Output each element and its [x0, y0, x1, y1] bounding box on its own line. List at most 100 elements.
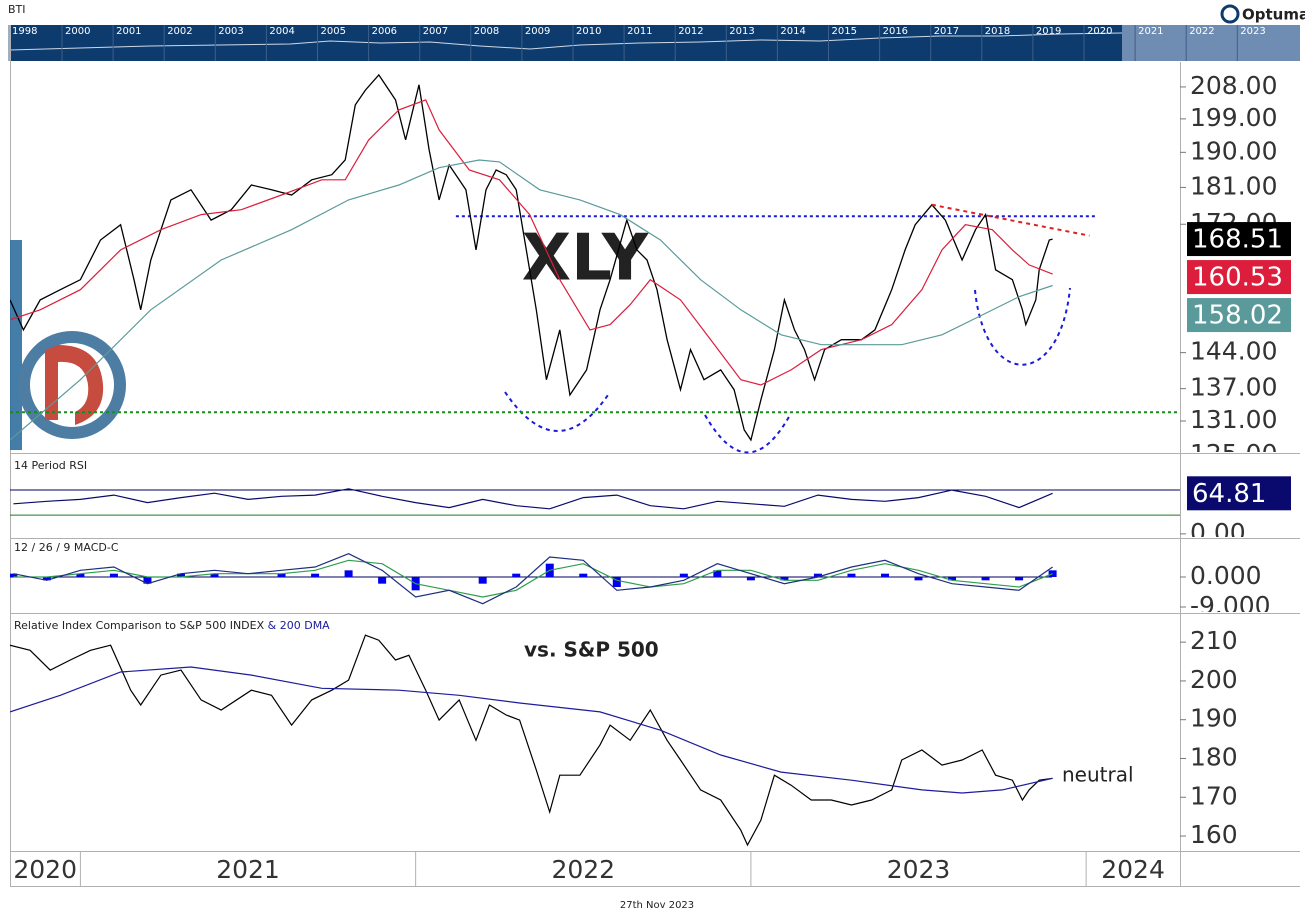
relative-title: Relative Index Comparison to S&P 500 IND…: [14, 619, 330, 632]
timeline-year: 2023: [1240, 26, 1265, 37]
timeline-year: 2008: [474, 26, 499, 37]
y-tick-label: 170: [1190, 781, 1238, 810]
value-box-label: 158.02: [1192, 301, 1283, 331]
timeline-year: 2005: [321, 26, 346, 37]
timeline-year: 2000: [65, 26, 90, 37]
plot-area: [10, 553, 1057, 605]
timeline-year: 2003: [218, 26, 243, 37]
histogram-bar: [42, 577, 51, 581]
trend-line: [931, 203, 1090, 237]
y-tick-label: 131.00: [1190, 405, 1277, 434]
histogram-bar: [76, 573, 85, 577]
histogram-bar: [378, 577, 387, 584]
histogram-bar: [109, 573, 118, 577]
value-box: [1187, 298, 1291, 333]
timeline-year: 2017: [934, 26, 959, 37]
watermark-title: XLY: [522, 222, 649, 296]
timeline-year: 2016: [883, 26, 908, 37]
x-tick-label: 2021: [216, 855, 280, 884]
plot-area: [10, 488, 1180, 516]
series-line: [13, 553, 1053, 605]
histogram-bar: [277, 573, 286, 577]
timeline-year: 2010: [576, 26, 601, 37]
y-axis: 0.00: [1180, 518, 1246, 537]
timeline-year: 1998: [12, 26, 37, 37]
timeline-year: 2018: [985, 26, 1010, 37]
timeline-year: 2013: [729, 26, 754, 37]
histogram-bar: [612, 577, 621, 587]
timeline-year: 2022: [1189, 26, 1214, 37]
y-tick-label: 200: [1190, 665, 1238, 694]
histogram-bar: [311, 573, 320, 577]
timeline-year: 2001: [116, 26, 141, 37]
footer-date: 27th Nov 2023: [620, 900, 694, 911]
y-tick-label: 180: [1190, 742, 1238, 771]
y-tick-label: 190.00: [1190, 136, 1277, 165]
timeline-navigator: 1998 2000 2001 2002 2003 2004 2005 2006 2007 2008…: [8, 25, 1300, 61]
histogram-bar: [10, 573, 18, 577]
histogram-bar: [847, 573, 856, 577]
timeline-year: 2014: [780, 26, 805, 37]
series-line: [10, 634, 1053, 847]
histogram-bar: [948, 577, 957, 581]
timeline-year: 2009: [525, 26, 550, 37]
series-line: [13, 559, 1053, 598]
value-box: [1187, 222, 1291, 257]
x-tick-label: 2020: [13, 855, 77, 884]
series-line: [10, 159, 1053, 441]
histogram-bar: [914, 577, 923, 581]
value-box-label: 160.53: [1192, 263, 1283, 293]
timeline-year: 2011: [627, 26, 652, 37]
panel-frames: [10, 25, 1300, 887]
x-tick-label: 2023: [887, 855, 951, 884]
y-tick-label: 199.00: [1190, 103, 1277, 132]
y-tick-label: 125.00: [1190, 439, 1277, 468]
histogram-bar: [512, 573, 521, 577]
histogram-bar: [344, 570, 353, 577]
y-tick-label: 208.00: [1190, 71, 1277, 100]
plot-area: [10, 73, 1180, 442]
histogram-bar: [1048, 570, 1057, 577]
histogram-bar: [713, 570, 722, 577]
timeline-year: 2021: [1138, 26, 1163, 37]
histogram-bar: [981, 577, 990, 581]
y-tick-label: 137.00: [1190, 373, 1277, 402]
x-tick-label: 2024: [1101, 855, 1165, 884]
histogram-bar: [143, 577, 152, 584]
timeline-year: 2012: [678, 26, 703, 37]
timeline-year: 2004: [269, 26, 294, 37]
series-line: [10, 666, 1053, 794]
y-tick-label: 210: [1190, 626, 1238, 655]
rsi-title: 14 Period RSI: [14, 459, 87, 472]
value-box-label: 64.81: [1192, 479, 1266, 509]
value-box: [1187, 476, 1291, 511]
series-line: [10, 99, 1053, 386]
series-line: [10, 73, 1053, 442]
x-tick-label: 2022: [551, 855, 615, 884]
timeline-year: 2015: [832, 26, 857, 37]
histogram-bar: [478, 577, 487, 584]
histogram-bar: [210, 573, 219, 577]
cup-annotations: [504, 287, 1071, 454]
brand: Optuma: [1242, 6, 1305, 24]
timeline-year: 2006: [372, 26, 397, 37]
y-tick-label: -9.000: [1190, 591, 1271, 620]
annotation: neutral: [1062, 763, 1134, 787]
histogram-bar: [679, 573, 688, 577]
histogram-bar: [579, 573, 588, 577]
y-tick-label: 144.00: [1190, 337, 1277, 366]
symbol: BTI: [8, 3, 26, 16]
timeline-year: 2019: [1036, 26, 1061, 37]
timeline-year: 2020: [1087, 26, 1112, 37]
timeline-year: 2002: [167, 26, 192, 37]
y-tick-label: 160: [1190, 820, 1238, 849]
relative-title-main: Relative Index Comparison to S&P 500 IND…: [14, 619, 265, 632]
histogram-bar: [176, 573, 185, 577]
histogram-bar: [746, 577, 755, 581]
annotation: vs. S&P 500: [524, 638, 659, 662]
histogram-bar: [780, 577, 789, 581]
timeline-year: 2007: [423, 26, 448, 37]
histogram-bar: [880, 573, 889, 577]
histogram-bar: [813, 573, 822, 577]
